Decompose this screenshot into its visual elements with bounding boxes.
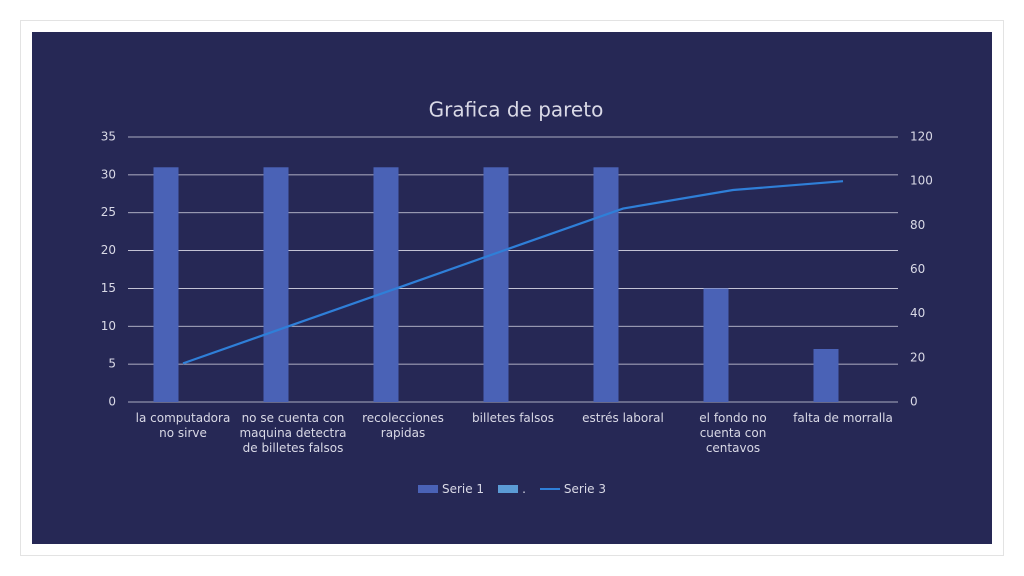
y2-tick-label: 0 xyxy=(910,395,918,409)
y2-tick-label: 20 xyxy=(910,350,925,364)
bar xyxy=(813,349,839,402)
legend-swatch xyxy=(498,485,519,493)
legend-label: . xyxy=(522,482,526,496)
y2-tick-label: 40 xyxy=(910,306,925,320)
bar xyxy=(703,288,729,402)
legend-label: Serie 3 xyxy=(563,482,607,496)
y-tick-label: 5 xyxy=(108,357,116,371)
y-tick-label: 15 xyxy=(101,281,116,295)
y2-tick-label: 60 xyxy=(910,262,925,276)
y2-tick-label: 80 xyxy=(910,218,925,232)
bar xyxy=(593,167,619,402)
chart-area xyxy=(32,32,992,544)
bar xyxy=(263,167,289,402)
y2-tick-label: 120 xyxy=(910,130,933,144)
y-tick-label: 30 xyxy=(101,167,116,181)
y-tick-label: 20 xyxy=(101,243,116,257)
legend-item: . xyxy=(498,482,526,496)
x-tick-label: la computadora no sirve xyxy=(135,411,231,440)
y-tick-label: 0 xyxy=(108,395,116,409)
y2-tick-label: 100 xyxy=(910,174,933,188)
x-tick-label: no se cuenta con maquina detectra de bil… xyxy=(239,411,347,455)
x-tick-label: estrés laboral xyxy=(582,411,664,425)
legend-label: Serie 1 xyxy=(441,482,485,496)
line xyxy=(182,180,844,365)
legend-swatch xyxy=(417,485,438,493)
y-tick-label: 35 xyxy=(101,130,116,144)
legend-swatch xyxy=(539,488,560,490)
chart-title: Grafica de pareto xyxy=(429,98,604,122)
bar xyxy=(373,167,399,402)
x-tick-label: falta de morralla xyxy=(793,411,893,425)
x-tick-label: recolecciones rapidas xyxy=(362,411,444,440)
legend-item: Serie 1 xyxy=(417,482,485,496)
slide-frame xyxy=(20,20,1004,556)
y-tick-label: 25 xyxy=(101,205,116,219)
x-tick-label: billetes falsos xyxy=(472,411,554,425)
x-tick-label: el fondo no cuenta con centavos xyxy=(699,411,767,455)
bar xyxy=(153,167,179,402)
y-tick-label: 10 xyxy=(101,319,116,333)
legend-item: Serie 3 xyxy=(539,482,607,496)
bar xyxy=(483,167,509,402)
legend: Serie 1. Serie 3 xyxy=(0,482,1024,496)
